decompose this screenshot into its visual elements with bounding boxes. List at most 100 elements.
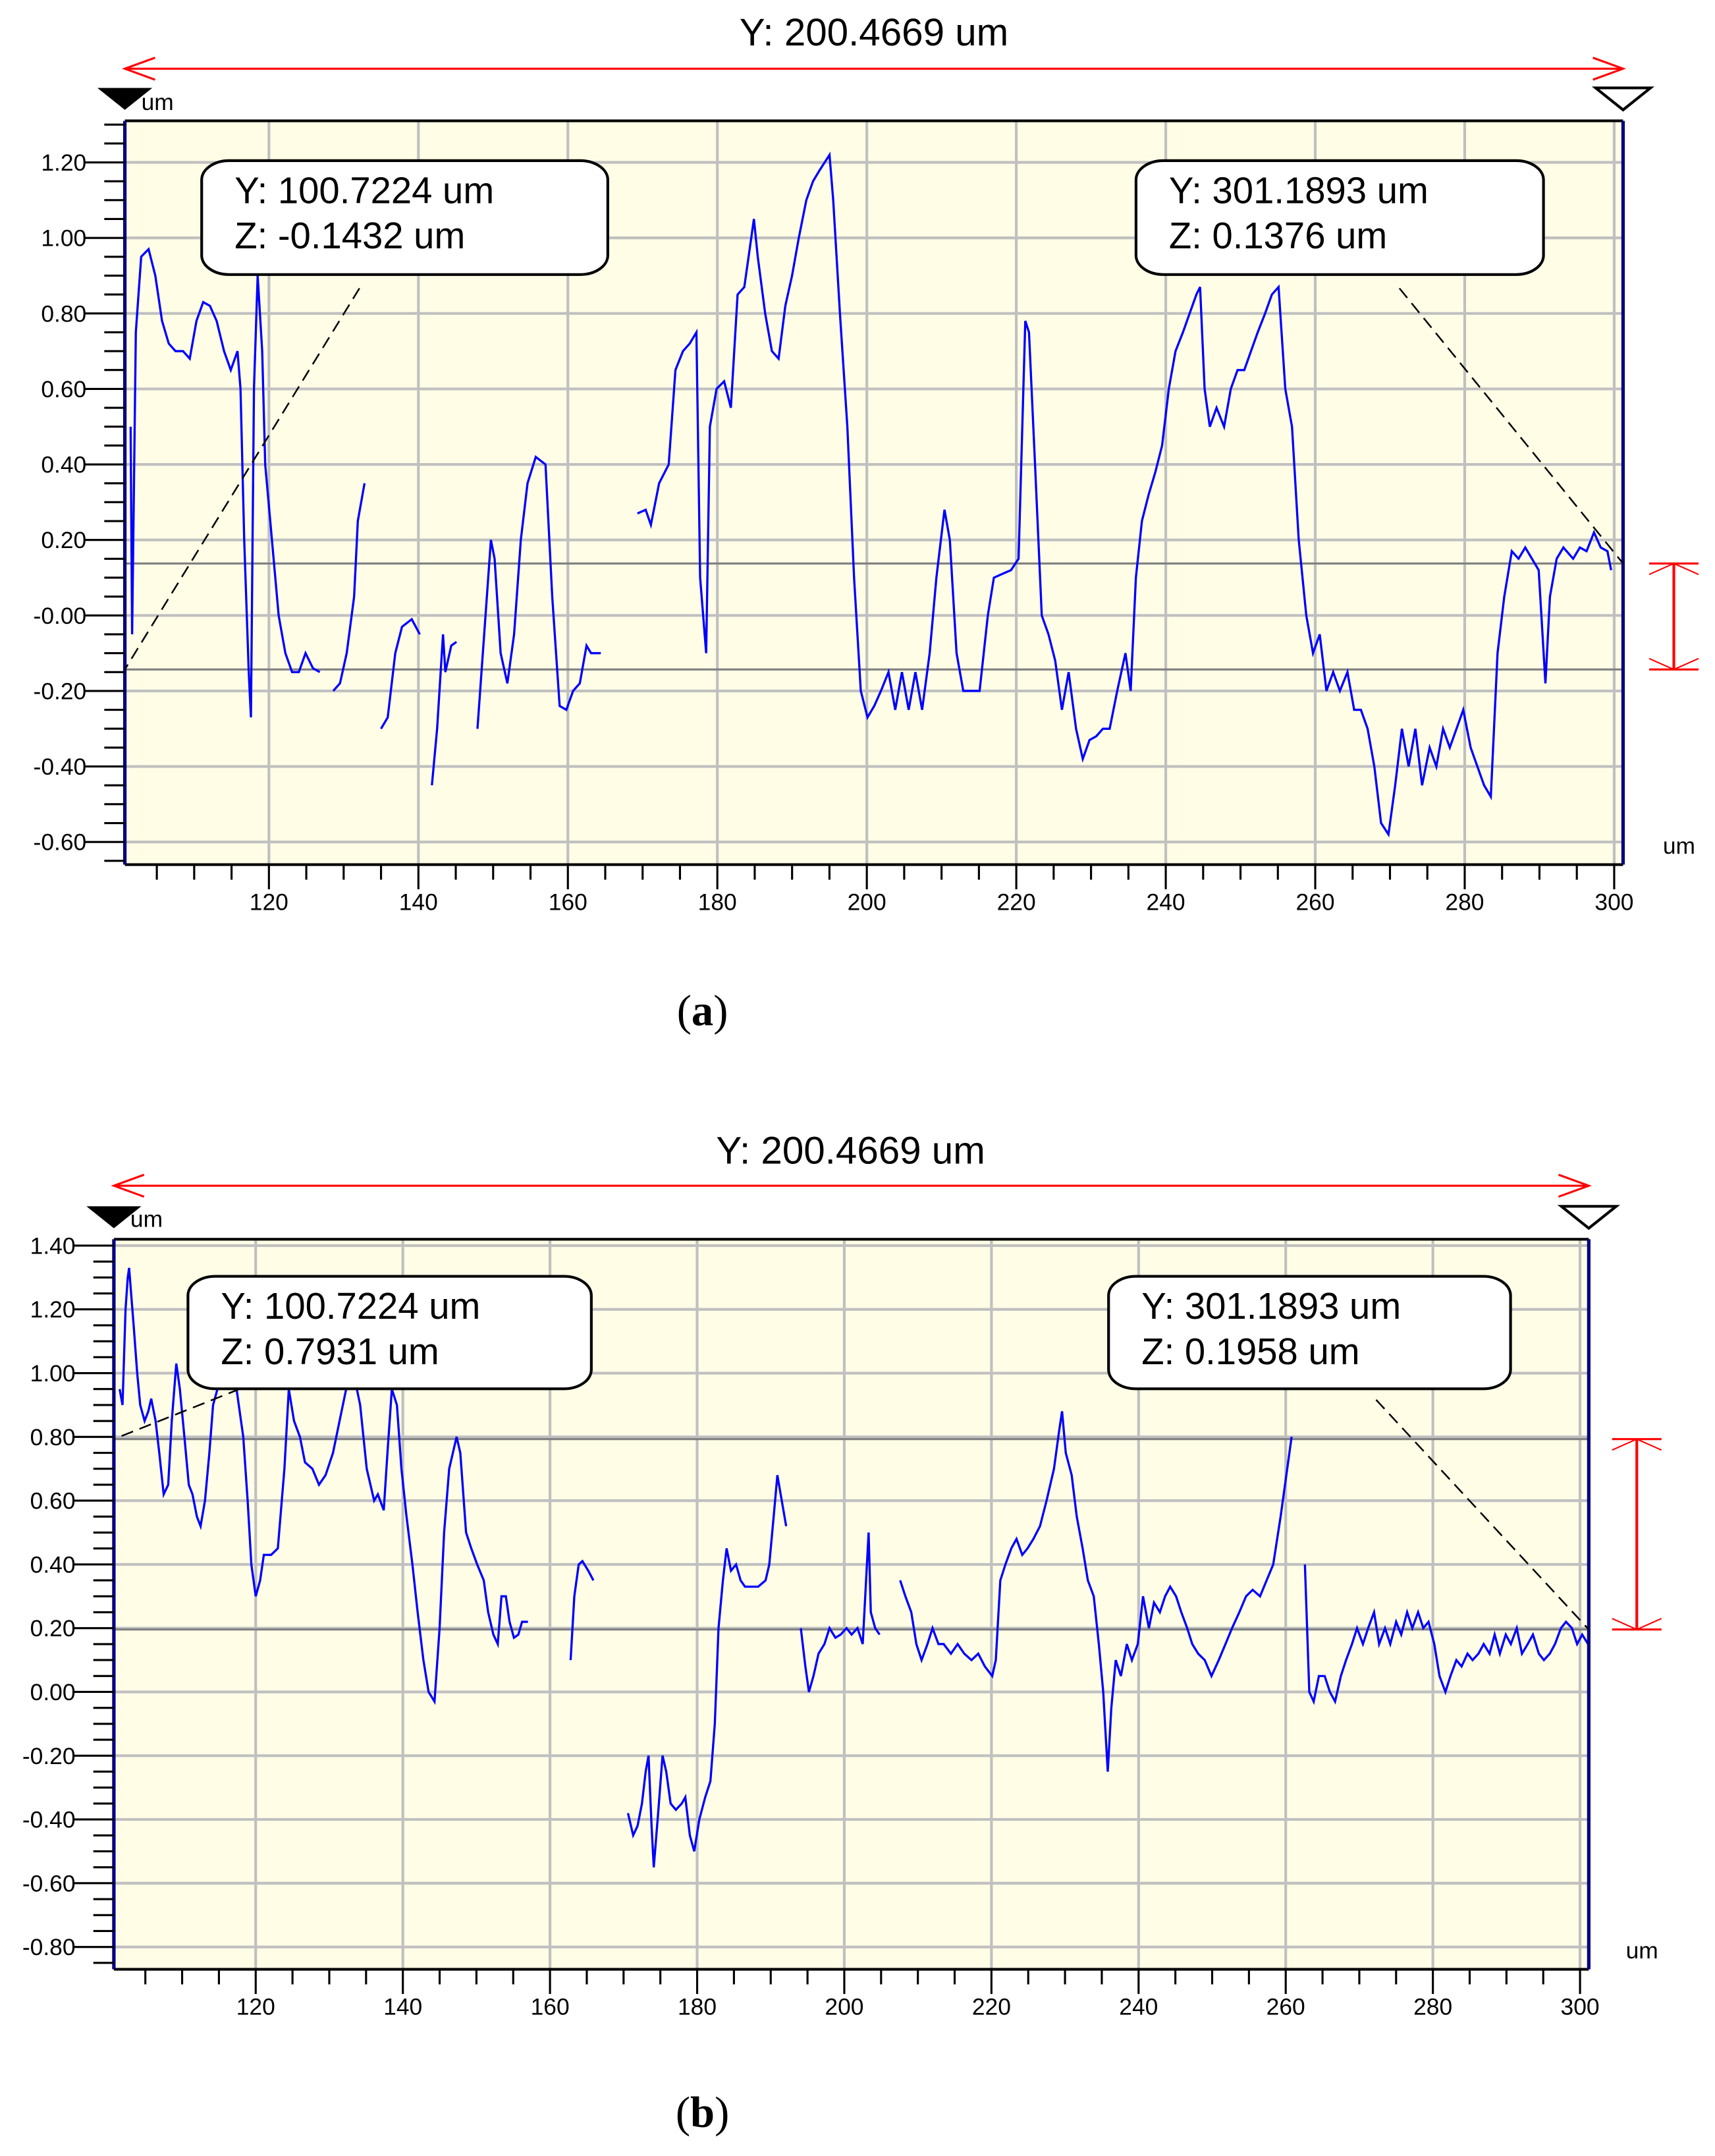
y-tick-label: 0.40 xyxy=(30,1551,76,1578)
y-tick-label: -0.40 xyxy=(34,754,87,780)
y-tick-label: 0.60 xyxy=(30,1488,76,1514)
x-tick-label: 240 xyxy=(1119,1993,1158,2020)
x-tick-label: 180 xyxy=(698,889,737,915)
callout-box xyxy=(1107,1275,1512,1391)
panel-letter: a xyxy=(692,987,713,1035)
y-ticks: 1.40 1.20 1.00 0.80 0.60 0.40 0.20 0.00 -0.20 -0.… xyxy=(22,1232,114,1964)
x-tick-label: 220 xyxy=(972,1993,1011,2020)
x-tick-label: 220 xyxy=(997,889,1036,915)
panel-b: 1.40 1.20 1.00 0.80 0.60 0.40 0.20 0.00 -0.20 -0.… xyxy=(22,1130,1662,2137)
x-tick-label: 260 xyxy=(1266,1993,1305,2020)
profile-segment xyxy=(800,1532,881,1692)
callout-z-value: Z: 0.1376 um xyxy=(1169,215,1387,256)
profile-series xyxy=(129,152,1612,838)
profile-segment xyxy=(119,1267,528,1705)
x-tick-label: 160 xyxy=(549,889,587,915)
cursor-marker-left-icon[interactable] xyxy=(86,1206,142,1229)
y-tick-label: 0.80 xyxy=(30,1424,76,1451)
x-tick-label: 120 xyxy=(250,889,288,915)
callout-box xyxy=(200,159,609,276)
arrowhead-left-icon xyxy=(111,1173,145,1198)
x-tick-label: 140 xyxy=(399,889,438,915)
callout-box xyxy=(1134,159,1545,276)
panel-label: (a) xyxy=(677,987,728,1035)
y-tick-label: 0.80 xyxy=(41,300,86,327)
z-arrowhead-icon xyxy=(1648,657,1699,671)
x-tick-label: 160 xyxy=(531,1993,570,2020)
y-tick-label: -0.60 xyxy=(34,829,87,856)
z-arrowhead-icon xyxy=(1648,563,1699,576)
x-tick-label: 300 xyxy=(1594,889,1633,915)
arrowhead-right-icon xyxy=(1592,57,1626,81)
callout-z-value: Z: 0.7931 um xyxy=(221,1331,439,1372)
callout-y-value: Y: 301.1893 um xyxy=(1141,1285,1401,1327)
z-difference-arrow xyxy=(1648,562,1699,671)
y-tick-label: 1.00 xyxy=(30,1360,76,1387)
callout-z-value: Z: -0.1432 um xyxy=(234,215,465,256)
x-ticks: 120 140 160 180 200 220 240 260 280 300 xyxy=(144,1969,1600,2020)
x-tick-label: 240 xyxy=(1147,889,1185,915)
cursor-callout-left: Y: 100.7224 umZ: -0.1432 um xyxy=(124,159,609,671)
callout-z-value: Z: 0.1958 um xyxy=(1141,1331,1359,1372)
profile-segment xyxy=(129,246,321,718)
y-tick-label: 1.20 xyxy=(30,1296,76,1323)
cursor-marker-right-icon[interactable] xyxy=(1557,1205,1620,1230)
y-tick-label: -0.20 xyxy=(34,678,87,704)
z-arrowhead-icon xyxy=(1612,1618,1662,1630)
x-tick-label: 280 xyxy=(1445,889,1484,915)
y-tick-label: 1.40 xyxy=(30,1232,76,1259)
x-tick-label: 140 xyxy=(383,1993,422,2020)
cursor-marker-left-icon[interactable] xyxy=(97,88,153,110)
panel-letter: b xyxy=(690,2089,715,2137)
arrowhead-left-icon xyxy=(121,57,155,81)
y-tick-label: -0.80 xyxy=(22,1934,76,1960)
profile-segment xyxy=(332,483,366,692)
y-tick-label: -0.20 xyxy=(22,1743,76,1769)
cursor-marker-right-icon[interactable] xyxy=(1591,86,1655,112)
callout-leader-line xyxy=(1375,1399,1590,1630)
y-tick-label: 0.20 xyxy=(41,527,86,553)
x-tick-label: 200 xyxy=(848,889,886,915)
arrowhead-right-icon xyxy=(1558,1173,1592,1198)
callout-y-value: Y: 100.7224 um xyxy=(234,169,494,211)
y-tick-label: -0.40 xyxy=(22,1807,76,1833)
cursor-callout-left: Y: 100.7224 umZ: 0.7931 um xyxy=(113,1275,593,1440)
y-tick-label: 0.00 xyxy=(30,1679,76,1705)
y-unit-label: um xyxy=(142,89,174,115)
profile-segment xyxy=(626,1475,788,1867)
callout-y-value: Y: 301.1893 um xyxy=(1169,169,1429,211)
callout-leader-line xyxy=(124,287,360,671)
cursor-callout-right: Y: 301.1893 umZ: 0.1958 um xyxy=(1107,1275,1590,1630)
z-arrowhead-icon xyxy=(1612,1438,1662,1451)
profile-series xyxy=(119,1267,1589,1867)
profile-segment xyxy=(899,1411,1293,1772)
profile-segment xyxy=(637,152,1612,838)
profile-segment xyxy=(476,455,601,729)
y-tick-label: 1.20 xyxy=(41,150,86,176)
profile-segment xyxy=(431,634,458,786)
x-ticks: 120 140 160 180 200 220 240 260 280 300 xyxy=(155,864,1633,915)
profile-segment xyxy=(569,1559,595,1661)
callout-y-value: Y: 100.7224 um xyxy=(221,1285,480,1327)
callout-leader-line xyxy=(113,1388,241,1440)
y-tick-label: 1.00 xyxy=(41,225,86,252)
span-arrow xyxy=(111,1173,1592,1198)
x-unit-label: um xyxy=(1663,833,1695,859)
y-tick-label: 0.40 xyxy=(41,452,86,478)
x-unit-label: um xyxy=(1626,1937,1658,1964)
x-tick-label: 300 xyxy=(1561,1993,1600,2020)
y-tick-label: -0.00 xyxy=(34,603,87,629)
panel-a: 1.20 1.00 0.80 0.60 0.40 0.20 -0.00 -0.20 -0.40 -… xyxy=(34,11,1699,1035)
x-tick-label: 280 xyxy=(1413,1993,1452,2020)
callout-box xyxy=(186,1275,593,1391)
x-tick-label: 260 xyxy=(1295,889,1334,915)
span-title: Y: 200.4669 um xyxy=(740,11,1009,54)
y-tick-label: 0.20 xyxy=(30,1615,76,1642)
x-tick-label: 180 xyxy=(678,1993,717,2020)
y-tick-label: 0.60 xyxy=(41,376,86,402)
panel-label: (b) xyxy=(676,2089,729,2137)
span-arrow xyxy=(121,57,1626,81)
callout-leader-line xyxy=(1398,287,1624,565)
y-ticks: 1.20 1.00 0.80 0.60 0.40 0.20 -0.00 -0.20 -0.40 -… xyxy=(34,123,125,862)
